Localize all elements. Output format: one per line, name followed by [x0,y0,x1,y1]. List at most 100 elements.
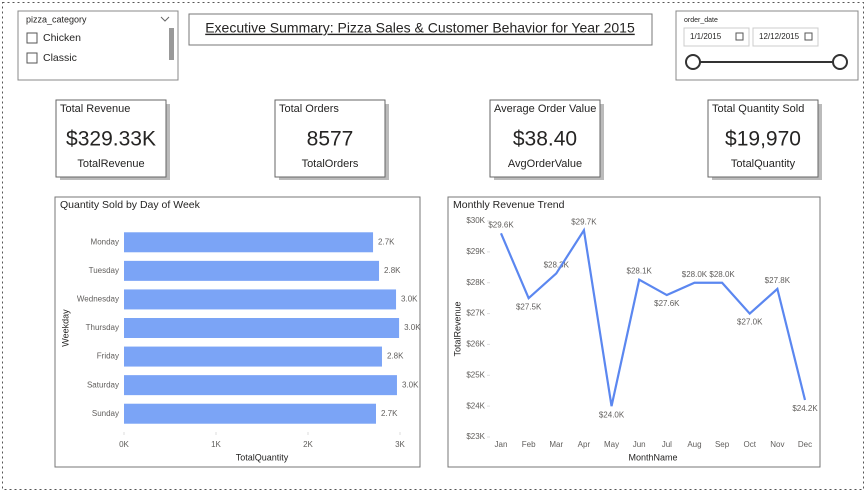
y-tick-label: Monday [91,237,119,246]
header-title: Executive Summary: Pizza Sales & Custome… [205,20,635,36]
x-tick-label: Jul [662,440,672,449]
card [55,99,167,178]
chart-title: Quantity Sold by Day of Week [60,199,201,211]
date-slicer-title: order_date [684,17,718,24]
data-label: $29.6K [488,220,514,229]
scrollbar [169,28,174,60]
y-tick-label: Saturday [87,380,119,389]
data-label: 2.7K [381,409,398,418]
calendar-icon[interactable] [804,32,813,41]
range-handle[interactable] [685,54,701,70]
data-label: 3.0K [402,380,419,389]
axis-title: MonthName [628,452,677,462]
bar [124,375,397,396]
line [499,227,807,407]
y-tick-label: Friday [97,352,119,361]
data-label: $29.7K [571,217,597,226]
card-value: $19,970 [725,128,801,151]
start-date-input[interactable] [683,27,750,47]
axis-title: TotalQuantity [236,452,289,462]
card-title: Total Orders [279,103,339,115]
y-tick-label: $23K [466,432,485,441]
card [707,99,819,178]
checkbox[interactable] [26,32,38,44]
chart-panel [447,196,821,468]
y-tick-label: Tuesday [89,266,119,275]
x-tick-label: Feb [522,440,536,449]
card-value: $38.40 [513,128,577,151]
card-title: Average Order Value [494,103,596,115]
y-tick-label: $26K [466,340,485,349]
data-label: 2.8K [384,266,401,275]
card-label: TotalOrders [302,158,359,170]
card-value: 8577 [307,128,354,151]
cards: Total Revenue $329.33K TotalRevenue Total O… [55,99,822,180]
end-date: 12/12/2015 [759,32,800,41]
slicer-title: pizza_category [26,14,87,24]
y-tick-label: $24K [466,401,485,410]
data-label: $27.5K [516,302,542,311]
data-label: $28.0K [682,270,708,279]
card-title: Total Quantity Sold [712,103,804,115]
data-label: $28.1K [627,267,653,276]
checkbox[interactable] [26,52,38,64]
data-label: $24.0K [599,410,625,419]
y-tick-label: Wednesday [77,295,119,304]
x-tick-label: 0K [119,440,129,449]
x-tick-label: Oct [744,440,757,449]
y-tick-label: $29K [466,247,485,256]
slicer-items: Chicken Classic [26,32,81,64]
card-title: Total Revenue [60,103,130,115]
x-tick-label: Jun [633,440,646,449]
chart-title: Monthly Revenue Trend [453,199,565,211]
data-label: $28.0K [709,270,735,279]
x-tick-label: 2K [303,440,313,449]
data-label: 3.0K [401,295,418,304]
range-handle[interactable] [832,54,848,70]
card-label: TotalRevenue [77,158,144,170]
data-label: $27.6K [654,299,680,308]
y-tick-label: $25K [466,370,485,379]
x-tick-label: Mar [549,440,563,449]
y-tick-label: Sunday [92,409,119,418]
bar [124,318,400,338]
card-value: $329.33K [66,128,156,151]
calendar-icon[interactable] [735,32,744,41]
x-tick-label: 3K [395,440,405,449]
end-date-input[interactable] [752,27,819,47]
axis-title: Weekday [60,309,70,347]
dropdown-icon[interactable] [160,16,170,22]
card-label: TotalQuantity [731,158,796,170]
bar [124,232,374,253]
x-tick-label: May [604,440,619,449]
data-label: 2.7K [378,237,395,246]
data-label: 3.0K [404,323,421,332]
slicer-item: Chicken [43,32,81,44]
data-label: $27.0K [737,318,763,327]
x-tick-label: 1K [211,440,221,449]
slicer-box [17,10,179,81]
x-tick-label: Dec [798,440,812,449]
data-label: $28.3K [544,261,570,270]
y-tick-label: $27K [466,309,485,318]
data-label: 2.8K [387,352,404,361]
y-tick-label: $28K [466,278,485,287]
card-label: AvgOrderValue [508,158,582,170]
y-tick-label: $30K [466,216,485,225]
x-tick-label: Jan [495,440,508,449]
axis-title: TotalRevenue [452,301,462,356]
x-tick-label: Aug [687,440,701,449]
slicer-item: Classic [43,52,77,64]
x-tick-label: Apr [578,440,591,449]
x-tick-label: Sep [715,440,730,449]
bar [124,346,382,367]
data-label: $24.2K [792,404,818,413]
card [274,99,386,178]
bar [124,260,380,281]
y-tick-label: Thursday [86,323,119,332]
header-box [188,13,653,46]
bar [124,289,397,310]
